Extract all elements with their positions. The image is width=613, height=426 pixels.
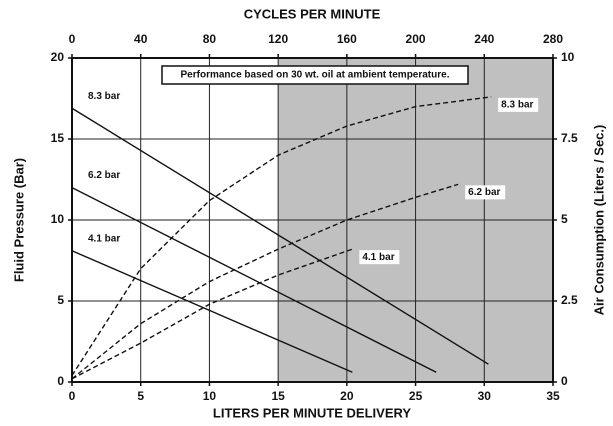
y2-tick-label: 5 [561,212,568,226]
pressure-curve [71,250,353,373]
x-tick-label: 0 [69,389,76,403]
x2-tick-label: 80 [203,32,217,46]
x-tick-label: 5 [137,389,144,403]
y2-tick-label: 2.5 [561,293,578,307]
y2-tick-label: 0 [561,374,568,388]
label-bg [85,168,125,183]
y-tick-label: 10 [51,212,65,226]
y2-tick-label: 10 [561,50,575,64]
y-tick-label: 5 [57,293,64,307]
series-label: 4.1 bar [88,233,120,244]
x-axis-title: LITERS PER MINUTE DELIVERY [213,405,411,420]
air-curve [71,183,459,380]
x-tick-label: 30 [478,389,492,403]
series-label: 6.2 bar [468,187,500,198]
y2-axis-title: Air Consumption (Liters / Sec.) [591,125,606,316]
series-label: 6.2 bar [88,170,120,181]
x2-tick-label: 40 [134,32,148,46]
x2-tick-label: 120 [268,32,288,46]
x2-tick-label: 160 [337,32,357,46]
plot-frame [71,57,554,383]
y-tick-label: 20 [51,50,65,64]
label-bg [85,89,125,104]
y-tick-label: 0 [57,374,64,388]
pressure-curve [71,186,437,373]
series-label: 8.3 bar [501,100,533,111]
pressure-curve [71,107,489,365]
y-tick-label: 15 [51,131,65,145]
note: Performance based on 30 wt. oil at ambie… [181,70,450,81]
x2-tick-label: 240 [474,32,494,46]
x2-tick-label: 280 [543,32,563,46]
series-label: 8.3 bar [88,91,120,102]
x2-axis-title: CYCLES PER MINUTE [244,6,381,21]
label-bg [465,185,506,200]
x-tick-label: 10 [203,389,217,403]
y-axis-title: Fluid Pressure (Bar) [11,158,26,282]
label-bg [359,250,400,265]
note-box [161,65,469,85]
x-tick-label: 20 [340,389,354,403]
air-curve [71,96,492,376]
label-bg [498,97,539,112]
air-curve [71,248,353,380]
x-tick-label: 15 [271,389,285,403]
x2-tick-label: 200 [406,32,426,46]
x-tick-label: 35 [546,389,560,403]
x-tick-label: 25 [409,389,423,403]
label-bg [85,231,125,246]
y2-tick-label: 7.5 [561,131,578,145]
series-label: 4.1 bar [362,252,394,263]
x2-tick-label: 0 [69,32,76,46]
